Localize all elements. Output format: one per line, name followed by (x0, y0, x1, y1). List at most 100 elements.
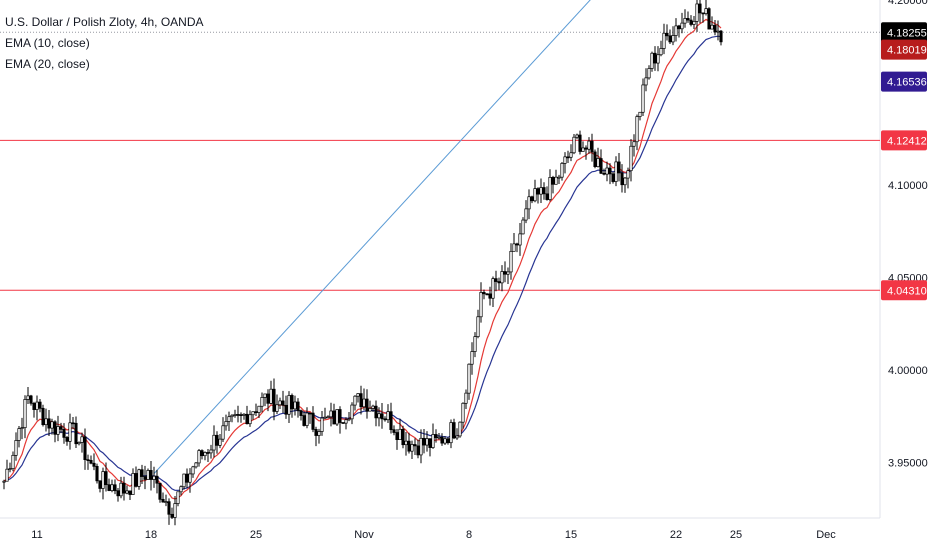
candle-body (212, 434, 216, 451)
candle-body (494, 278, 498, 282)
time-tick-label: 18 (145, 529, 157, 541)
candle-body (413, 444, 417, 447)
candle-body (581, 147, 585, 152)
candle-body (224, 421, 228, 427)
candle-body (671, 35, 675, 43)
candle-body (515, 243, 519, 246)
candle-body (506, 271, 510, 275)
candle-body (407, 440, 411, 452)
candle-body (263, 393, 267, 398)
candle-body (167, 501, 171, 515)
candle-body (71, 422, 75, 425)
candle-body (647, 68, 651, 79)
candle-body (683, 18, 687, 24)
candle-body (326, 416, 330, 419)
candle-body (431, 434, 435, 448)
ema10-price-tag-bg (881, 39, 927, 60)
candle-body (119, 482, 123, 497)
candle-body (566, 156, 570, 159)
candle-body (44, 418, 48, 426)
candle-body (68, 422, 72, 442)
time-tick-label: 22 (670, 529, 682, 541)
candle-body (251, 411, 255, 416)
candle-body (419, 437, 423, 456)
candle-body (503, 271, 507, 275)
candle-body (47, 418, 51, 429)
candle-body (179, 486, 183, 493)
candle-body (17, 428, 21, 441)
candle-body (242, 413, 246, 416)
candle-body (56, 426, 60, 435)
candle-body (458, 421, 462, 437)
candle-body (203, 452, 207, 457)
candle-body (350, 404, 354, 420)
candle-body (461, 402, 465, 423)
candle-body (452, 422, 456, 439)
trendline (153, 0, 591, 474)
candle-body (686, 18, 690, 21)
candle-body (20, 427, 24, 430)
candle-body (656, 54, 660, 64)
candle-body (446, 438, 450, 444)
candle-body (74, 422, 78, 445)
candle-body (146, 470, 150, 480)
candle-body (197, 450, 201, 464)
candle-body (569, 152, 573, 158)
candle-body (479, 292, 483, 318)
candle-body (344, 419, 348, 424)
time-tick-label: 25 (250, 529, 262, 541)
ema20-line (3, 35, 722, 492)
candle-body (416, 445, 420, 456)
candle-body (254, 411, 258, 414)
level-price-tag-bg (881, 130, 927, 151)
chart-legend: U.S. Dollar / Polish Zloty, 4h, OANDA EM… (5, 12, 204, 75)
candle-body (134, 473, 138, 487)
candle-body (227, 416, 231, 422)
candle-body (86, 459, 90, 461)
candle-body (584, 147, 588, 150)
legend-symbol: U.S. Dollar / Polish Zloty, 4h, OANDA (5, 15, 204, 29)
candle-body (659, 48, 663, 56)
candle-body (80, 436, 84, 443)
candle-body (383, 418, 387, 421)
candle-body (698, 3, 702, 14)
candle-body (542, 187, 546, 195)
candle-body (713, 24, 717, 33)
candle-body (266, 393, 270, 404)
candle-body (548, 177, 552, 200)
candle-body (131, 473, 135, 495)
candle-body (611, 173, 615, 182)
candle-body (680, 22, 684, 30)
legend-ema10: EMA (10, close) (5, 36, 90, 50)
candle-body (50, 421, 54, 429)
candle-body (521, 219, 525, 235)
level-price-tag: 4.12412 (887, 135, 927, 147)
candle-body (353, 395, 357, 406)
candle-body (26, 395, 30, 400)
last-price-tag: 4.18255 (887, 27, 927, 39)
candle-body (308, 412, 312, 415)
candle-body (401, 428, 405, 446)
candle-body (38, 401, 42, 409)
candle-body (704, 8, 708, 14)
candle-body (662, 32, 666, 49)
candle-body (347, 418, 351, 421)
candle-body (638, 111, 642, 117)
candle-body (209, 449, 213, 454)
candle-body (83, 436, 87, 460)
candle-body (110, 484, 114, 491)
candle-body (539, 187, 543, 195)
candle-body (92, 462, 96, 467)
candle-body (536, 188, 540, 195)
candle-body (467, 363, 471, 394)
candle-body (356, 393, 360, 397)
candle-body (623, 177, 627, 186)
candle-body (287, 395, 291, 415)
candle-body (371, 405, 375, 409)
candle-body (140, 469, 144, 477)
candle-body (650, 52, 654, 69)
candle-body (404, 440, 408, 446)
candle-body (719, 30, 723, 43)
